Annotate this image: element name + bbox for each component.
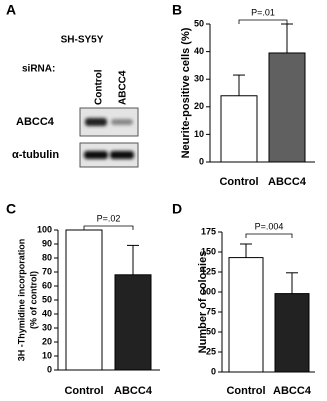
- band: [84, 151, 108, 159]
- significance-bracket: [245, 233, 293, 238]
- x-tick-label: Control: [226, 385, 265, 397]
- y-tick-label: 90: [42, 238, 52, 248]
- y-tick-label: 0: [47, 364, 52, 374]
- y-tick-label: 50: [206, 326, 216, 336]
- panel-label: D: [172, 201, 182, 217]
- panel-label: C: [6, 201, 16, 217]
- x-tick-label: ABCC4: [273, 385, 312, 397]
- y-axis-label: Neurite-positive cells (%): [180, 27, 192, 158]
- y-tick-label: 20: [194, 101, 204, 111]
- panel-label: B: [172, 2, 182, 18]
- band: [110, 151, 134, 159]
- p-value: P=.004: [255, 221, 284, 231]
- y-tick-label: 40: [42, 308, 52, 318]
- y-tick-label: 125: [201, 266, 216, 276]
- y-tick-label: 0: [211, 366, 216, 376]
- blot-label: α-tubulin: [12, 149, 59, 161]
- y-tick-label: 80: [42, 252, 52, 262]
- y-axis-label: (% of control): [28, 271, 38, 329]
- blot-label: ABCC4: [16, 116, 55, 128]
- y-tick-label: 100: [201, 286, 216, 296]
- y-axis-label: Number of colonies: [197, 251, 209, 354]
- cell-line: SH-SY5Y: [61, 35, 104, 46]
- y-tick-label: 25: [206, 346, 216, 356]
- significance-bracket: [83, 225, 134, 230]
- lane-label: Control: [94, 69, 105, 105]
- y-tick-label: 10: [194, 129, 204, 139]
- bar: [114, 274, 152, 371]
- y-axis-label: 3H -Thymidine incorporation: [16, 239, 26, 362]
- bar: [274, 293, 310, 373]
- bar: [220, 95, 258, 163]
- lane-label: ABCC4: [118, 70, 129, 105]
- y-tick-label: 175: [201, 226, 216, 236]
- y-tick-label: 20: [42, 336, 52, 346]
- significance-bracket: [238, 19, 288, 24]
- bar: [228, 257, 264, 373]
- y-tick-label: 100: [37, 224, 52, 234]
- panel-label: A: [6, 2, 16, 18]
- band: [85, 118, 107, 126]
- sirna-label: siRNA:: [22, 64, 55, 75]
- bar: [268, 52, 306, 163]
- y-tick-label: 70: [42, 266, 52, 276]
- y-tick-label: 40: [194, 46, 204, 56]
- x-tick-label: Control: [219, 176, 258, 188]
- y-tick-label: 150: [201, 246, 216, 256]
- y-tick-label: 10: [42, 350, 52, 360]
- x-tick-label: ABCC4: [114, 385, 153, 397]
- p-value: P=.01: [251, 7, 275, 17]
- y-tick-label: 30: [42, 322, 52, 332]
- y-tick-label: 50: [42, 294, 52, 304]
- y-tick-label: 60: [42, 280, 52, 290]
- y-tick-label: 30: [194, 74, 204, 84]
- band: [111, 119, 133, 125]
- p-value: P=.02: [97, 213, 121, 223]
- y-tick-label: 75: [206, 306, 216, 316]
- bar: [65, 229, 103, 371]
- y-tick-label: 0: [199, 156, 204, 166]
- x-tick-label: Control: [64, 385, 103, 397]
- y-tick-label: 50: [194, 18, 204, 28]
- x-tick-label: ABCC4: [268, 176, 307, 188]
